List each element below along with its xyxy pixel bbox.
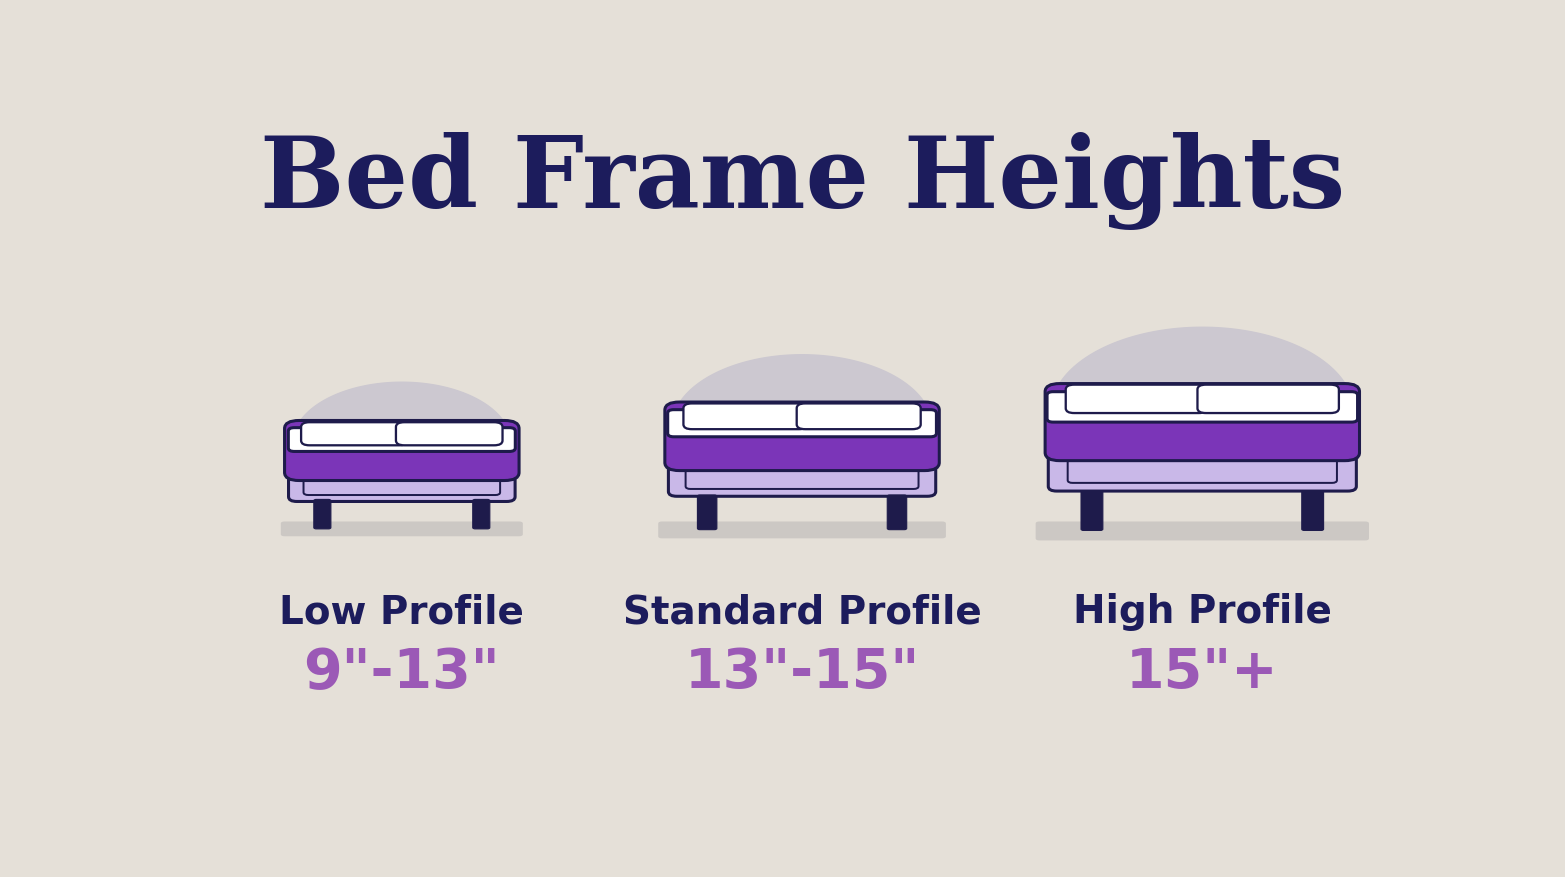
FancyBboxPatch shape — [1047, 392, 1357, 423]
Text: High Profile: High Profile — [1074, 593, 1332, 631]
FancyBboxPatch shape — [1081, 491, 1103, 531]
FancyBboxPatch shape — [1049, 415, 1357, 491]
FancyBboxPatch shape — [698, 496, 717, 530]
FancyBboxPatch shape — [280, 522, 523, 537]
FancyBboxPatch shape — [684, 404, 808, 430]
Polygon shape — [1052, 328, 1354, 412]
Text: Standard Profile: Standard Profile — [623, 593, 981, 631]
FancyBboxPatch shape — [1197, 385, 1340, 414]
FancyBboxPatch shape — [288, 428, 515, 452]
FancyBboxPatch shape — [315, 500, 330, 530]
Text: 15"+: 15"+ — [1125, 645, 1279, 700]
FancyBboxPatch shape — [396, 423, 502, 446]
FancyBboxPatch shape — [668, 410, 936, 438]
Text: 9"-13": 9"-13" — [304, 645, 501, 700]
FancyBboxPatch shape — [659, 522, 945, 538]
Polygon shape — [293, 382, 510, 444]
FancyBboxPatch shape — [887, 496, 906, 530]
FancyBboxPatch shape — [473, 500, 490, 530]
FancyBboxPatch shape — [668, 429, 936, 496]
FancyBboxPatch shape — [1066, 385, 1207, 414]
FancyBboxPatch shape — [1045, 384, 1360, 461]
FancyBboxPatch shape — [1036, 522, 1369, 541]
Text: Bed Frame Heights: Bed Frame Heights — [260, 132, 1344, 230]
FancyBboxPatch shape — [300, 423, 408, 446]
Text: 13"-15": 13"-15" — [684, 645, 920, 700]
Text: Low Profile: Low Profile — [280, 593, 524, 631]
FancyBboxPatch shape — [1302, 491, 1324, 531]
FancyBboxPatch shape — [665, 403, 939, 471]
FancyBboxPatch shape — [288, 444, 515, 502]
FancyBboxPatch shape — [285, 421, 520, 481]
Polygon shape — [671, 355, 933, 428]
FancyBboxPatch shape — [797, 404, 920, 430]
